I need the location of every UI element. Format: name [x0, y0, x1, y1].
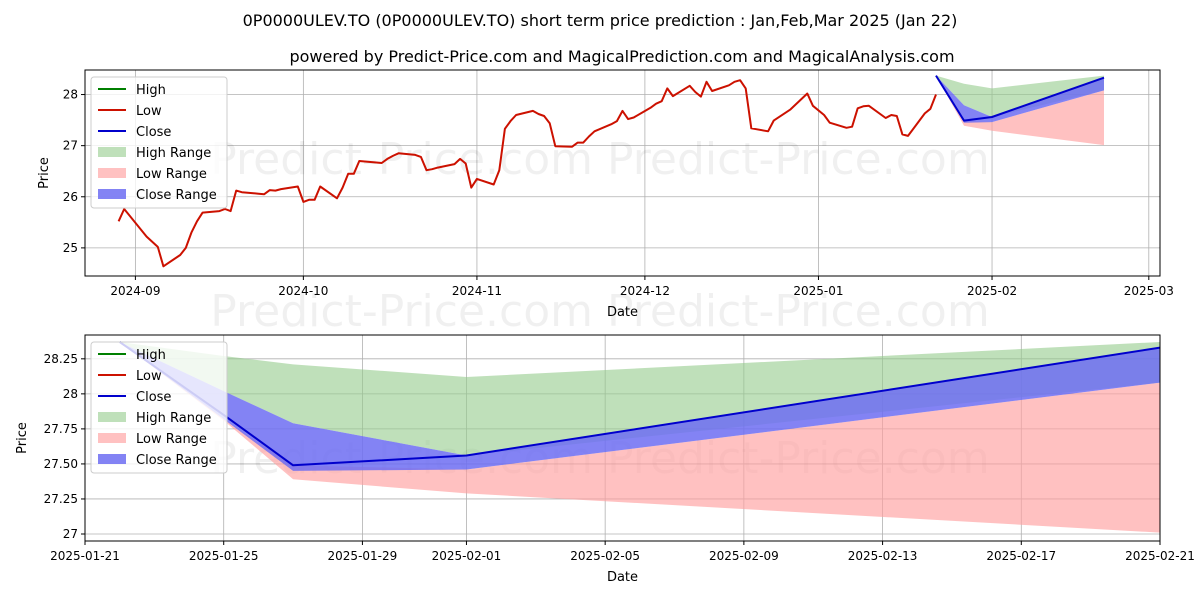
- chart1-watermark-1: Predict-Price.com Predict-Price.com: [210, 286, 989, 337]
- bottom-chart-panel: Predict-Price.com Predict-Price.com2025-…: [15, 334, 1195, 585]
- chart1-legend-swatch-5: [98, 189, 126, 199]
- chart1-y-axis-label: Price: [37, 157, 52, 189]
- chart1-x-tick-label-6: 2025-03: [1124, 284, 1174, 298]
- chart-subtitle: powered by Predict-Price.com and Magical…: [289, 47, 954, 66]
- chart2-legend-label-1: Low: [136, 369, 162, 384]
- chart1-close-range-band: [936, 75, 1104, 123]
- chart2-x-tick-label-7: 2025-02-17: [986, 549, 1056, 563]
- chart2-legend-label-5: Close Range: [136, 453, 217, 468]
- chart2-y-tick-label-3: 27.75: [44, 422, 78, 436]
- chart1-x-tick-label-3: 2024-12: [620, 284, 670, 298]
- chart2-y-tick-label-4: 28: [63, 387, 78, 401]
- top-chart-panel: Predict-Price.com Predict-Price.com Predi…: [37, 69, 1174, 337]
- chart2-high-range-band: [119, 342, 1161, 456]
- chart1-watermark-0: Predict-Price.com Predict-Price.com: [210, 134, 989, 185]
- chart2-low-range-band: [119, 342, 1161, 533]
- chart2-y-axis-label: Price: [15, 422, 30, 454]
- chart1-legend-label-3: High Range: [136, 146, 211, 161]
- chart2-x-tick-label-2: 2025-01-29: [328, 549, 398, 563]
- chart1-low-range-band: [936, 75, 1104, 146]
- chart2-y-tick-label-2: 27.50: [44, 457, 78, 471]
- chart1-legend-label-4: Low Range: [136, 167, 207, 182]
- chart-title: 0P0000ULEV.TO (0P0000ULEV.TO) short term…: [243, 11, 958, 30]
- chart1-y-tick-label-3: 28: [63, 88, 78, 102]
- chart2-x-tick-label-3: 2025-02-01: [432, 549, 502, 563]
- chart2-legend-swatch-3: [98, 412, 126, 422]
- chart2-legend-label-3: High Range: [136, 411, 211, 426]
- chart1-close-line: [935, 75, 1105, 122]
- chart1-x-tick-label-2: 2024-11: [452, 284, 502, 298]
- chart1-legend-label-2: Close: [136, 125, 171, 140]
- chart2-x-axis-label: Date: [607, 570, 638, 585]
- chart2-x-tick-label-6: 2025-02-13: [848, 549, 918, 563]
- chart2-x-tick-label-1: 2025-01-25: [189, 549, 259, 563]
- chart1-x-axis-label: Date: [607, 305, 638, 320]
- chart1-low-line: [117, 79, 937, 268]
- chart1-y-tick-label-0: 25: [63, 241, 78, 255]
- chart2-frame: [84, 334, 1161, 542]
- chart1-y-tick-label-2: 27: [63, 139, 78, 153]
- chart1-y-tick-label-1: 26: [63, 190, 78, 204]
- chart1-legend-label-1: Low: [136, 104, 162, 119]
- chart1-legend-label-0: High: [136, 83, 166, 98]
- chart1-x-tick-label-0: 2024-09: [110, 284, 160, 298]
- chart2-x-tick-label-8: 2025-02-21: [1125, 549, 1195, 563]
- chart1-x-tick-label-1: 2024-10: [278, 284, 328, 298]
- chart2-y-tick-label-1: 27.25: [44, 492, 78, 506]
- chart1-x-tick-label-5: 2025-02: [967, 284, 1017, 298]
- chart2-x-tick-label-0: 2025-01-21: [50, 549, 120, 563]
- chart2-y-tick-label-0: 27: [63, 527, 78, 541]
- chart2-legend-label-0: High: [136, 348, 166, 363]
- chart2-legend-swatch-4: [98, 433, 126, 443]
- chart1-high-range-band: [936, 75, 1104, 117]
- chart2-close-range-band: [119, 342, 1161, 471]
- chart1-legend-swatch-4: [98, 168, 126, 178]
- chart2-legend-label-2: Close: [136, 390, 171, 405]
- chart2-x-tick-label-5: 2025-02-09: [709, 549, 779, 563]
- chart2-legend-label-4: Low Range: [136, 432, 207, 447]
- chart1-legend-swatch-3: [98, 147, 126, 157]
- chart2-legend-swatch-5: [98, 454, 126, 464]
- chart2-x-tick-label-4: 2025-02-05: [570, 549, 640, 563]
- chart1-x-tick-label-4: 2025-01: [793, 284, 843, 298]
- chart1-legend-label-5: Close Range: [136, 188, 217, 203]
- chart2-y-tick-label-5: 28.25: [44, 352, 78, 366]
- chart1-frame: [84, 69, 1161, 277]
